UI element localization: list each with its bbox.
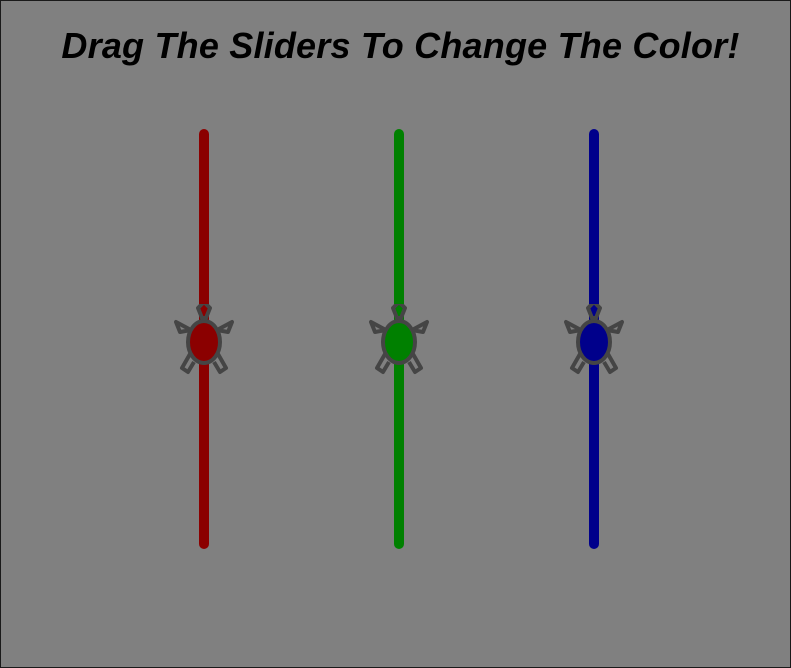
- turtle-icon[interactable]: [369, 304, 429, 380]
- turtle-icon[interactable]: [564, 304, 624, 380]
- page-title: Drag The Sliders To Change The Color!: [61, 25, 740, 66]
- turtle-icon[interactable]: [174, 304, 234, 380]
